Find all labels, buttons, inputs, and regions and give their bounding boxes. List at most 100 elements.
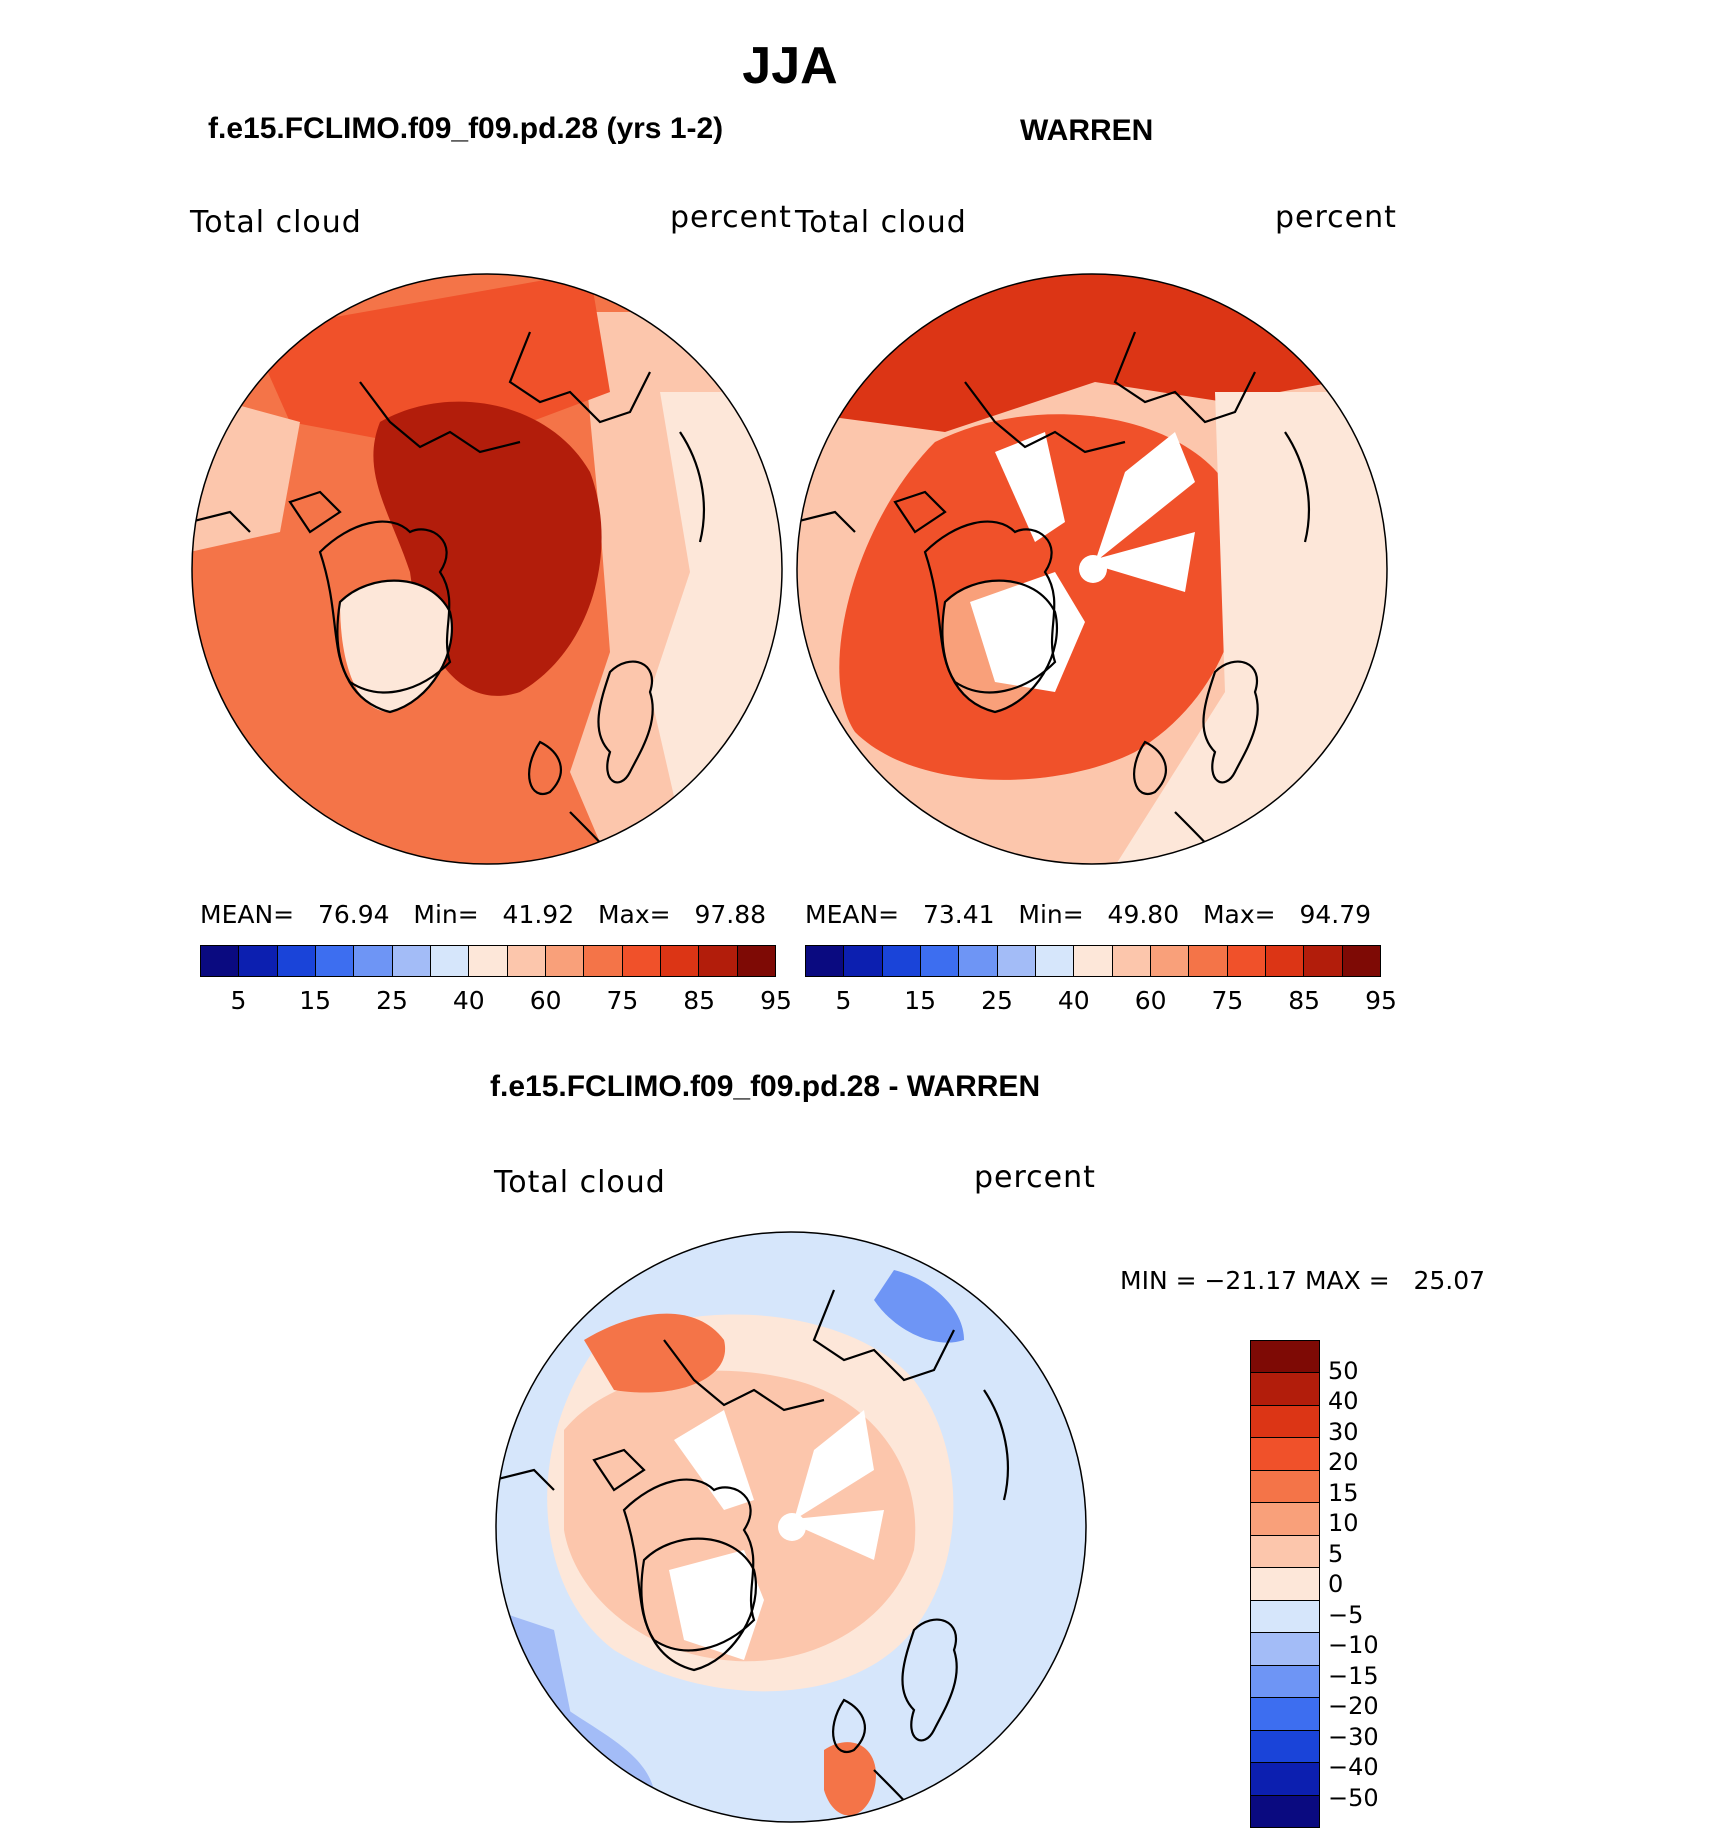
right-colorbar-swatch [1265,946,1305,976]
left-colorbar-swatch [545,946,585,976]
diff-region-positive-south [824,1742,876,1816]
diff-minmax-text: MIN = −21.17 MAX = 25.07 [1120,1266,1486,1295]
left-colorbar [200,945,776,977]
right-colorbar-swatch [959,946,998,976]
left-colorbar-label: 95 [760,986,792,1015]
diff-colorbar-label: 15 [1328,1478,1359,1507]
diff-colorbar-label: 20 [1328,1448,1359,1476]
diff-colorbar-swatch [1251,1730,1319,1764]
left-colorbar-swatch [392,946,431,976]
diff-polar-map [495,1231,1087,1823]
left-region-high-north [250,274,610,452]
right-min-value: 49.80 [1107,900,1180,929]
right-mean-value: 73.41 [922,900,995,929]
right-colorbar-swatch [882,946,921,976]
right-colorbar-swatch [844,946,883,976]
left-colorbar-swatch [699,946,738,976]
right-colorbar-label: 75 [1211,986,1244,1015]
diff-colorbar-label: −20 [1328,1692,1379,1720]
left-stats: MEAN= 76.94 Min= 41.92 Max= 97.88 [200,900,766,929]
right-colorbar-label: 25 [981,986,1013,1015]
left-colorbar-swatch [469,946,508,976]
right-colorbar-label: 5 [835,986,852,1015]
diff-colorbar-label: 40 [1328,1387,1359,1415]
right-colorbar [805,945,1381,977]
left-colorbar-label: 75 [606,986,639,1015]
diff-colorbar-label: −10 [1328,1631,1379,1659]
diff-region-negative-east [874,1270,964,1343]
right-colorbar-label: 60 [1134,986,1167,1015]
right-colorbar-label: 95 [1365,986,1397,1015]
diff-colorbar-swatch [1251,1600,1319,1634]
diff-colorbar-swatch [1251,1405,1319,1439]
diff-colorbar-label: 50 [1328,1356,1359,1385]
diff-colorbar-labels: 50 40 30 20 15 10 5 0 −5 −10 −15 −20 −30 −40 −50 [1328,1340,1408,1828]
left-colorbar-swatch [622,946,661,976]
right-colorbar-swatch [806,946,845,976]
left-colorbar-label: 25 [376,986,408,1015]
left-variable-label: Total cloud [190,205,362,240]
left-colorbar-swatch [239,946,278,976]
diff-coastlines [496,1289,1010,1822]
figure-title: JJA [742,37,838,95]
left-colorbar-label: 15 [299,986,332,1015]
diff-colorbar-label: −50 [1328,1783,1379,1812]
diff-colorbar-label: 0 [1328,1570,1344,1598]
diff-units-label: percent [974,1160,1096,1195]
diff-colorbar-label: 5 [1328,1539,1344,1568]
right-colorbar-swatch [1189,946,1228,976]
left-colorbar-swatch [430,946,470,976]
diff-colorbar-swatch [1251,1763,1319,1796]
diff-colorbar-swatch [1251,1795,1319,1828]
right-colorbar-swatch [920,946,960,976]
right-colorbar-swatch [1342,946,1380,976]
diff-colorbar-label: 30 [1328,1417,1359,1446]
diff-colorbar-swatch [1251,1698,1319,1731]
right-colorbar-swatch [997,946,1036,976]
diff-colorbar-label: −40 [1328,1753,1379,1781]
left-colorbar-swatch [737,946,775,976]
right-units-label: percent [1275,200,1397,235]
diff-colorbar-swatch [1251,1470,1319,1504]
diff-colorbar-swatch [1251,1535,1319,1569]
left-colorbar-swatch [315,946,355,976]
right-colorbar-swatch [1035,946,1075,976]
left-colorbar-swatch [201,946,240,976]
right-colorbar-swatch [1074,946,1113,976]
right-variable-label: Total cloud [795,205,967,240]
left-min-label: Min= [413,900,479,929]
right-stats: MEAN= 73.41 Min= 49.80 Max= 94.79 [805,900,1371,929]
right-colorbar-swatch [1227,946,1266,976]
diff-colorbar-swatch [1251,1665,1319,1699]
right-colorbar-label: 15 [904,986,937,1015]
left-max-value: 97.88 [694,900,767,929]
left-colorbar-labels: 5 15 25 40 60 75 85 95 [200,986,791,1016]
right-max-label: Max= [1202,900,1276,929]
diff-colorbar-swatch [1251,1341,1319,1374]
right-colorbar-label: 85 [1288,986,1321,1015]
left-colorbar-label: 40 [452,986,485,1015]
left-colorbar-swatch [277,946,316,976]
right-region-low-east [1115,392,1387,864]
right-colorbar-labels: 5 15 25 40 60 75 85 95 [805,986,1396,1016]
left-colorbar-label: 5 [230,986,247,1015]
diff-colorbar-swatch [1251,1438,1319,1471]
diff-colorbar-swatch [1251,1633,1319,1666]
left-coastlines [192,331,706,864]
left-colorbar-label: 60 [529,986,562,1015]
left-panel-title: f.e15.FCLIMO.f09_f09.pd.28 (yrs 1-2) [208,112,724,145]
diff-colorbar [1250,1340,1320,1828]
right-map-border [796,273,1388,865]
left-colorbar-swatch [507,946,546,976]
left-mean-value: 76.94 [317,900,390,929]
diff-colorbar-label: −30 [1328,1722,1379,1751]
left-region-greenland-low [340,580,452,712]
right-colorbar-swatch [1112,946,1151,976]
diff-colorbar-label: −5 [1328,1600,1364,1629]
diff-colorbar-swatch [1251,1568,1319,1601]
left-colorbar-swatch [660,946,700,976]
diff-colorbar-swatch [1251,1503,1319,1536]
right-colorbar-label: 40 [1057,986,1090,1015]
left-min-value: 41.92 [502,900,575,929]
right-mean-label: MEAN= [805,900,900,929]
